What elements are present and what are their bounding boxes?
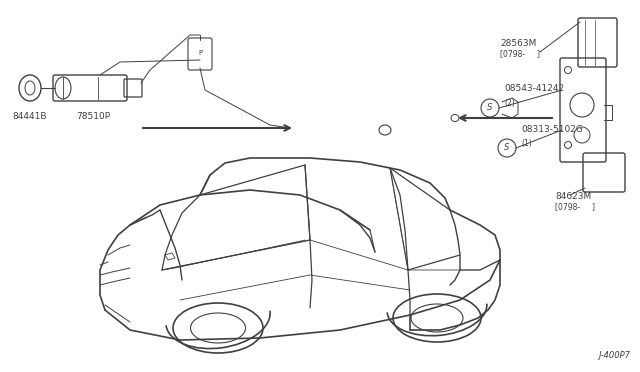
Text: J-400P7: J-400P7: [598, 351, 630, 360]
Text: 28563M: 28563M: [500, 39, 536, 48]
Text: [0798-     ]: [0798- ]: [555, 202, 595, 211]
Text: [0798-     ]: [0798- ]: [500, 49, 540, 58]
Text: 78510P: 78510P: [76, 112, 110, 121]
Text: (2): (2): [504, 99, 515, 108]
Text: S: S: [504, 144, 509, 153]
Text: P: P: [198, 50, 202, 56]
Text: 84441B: 84441B: [13, 112, 47, 121]
Text: 08543-41242: 08543-41242: [504, 84, 564, 93]
Text: S: S: [487, 103, 493, 112]
Text: 08313-5102G: 08313-5102G: [521, 125, 583, 134]
Text: (1): (1): [521, 139, 532, 148]
Text: 84623M: 84623M: [555, 192, 591, 201]
